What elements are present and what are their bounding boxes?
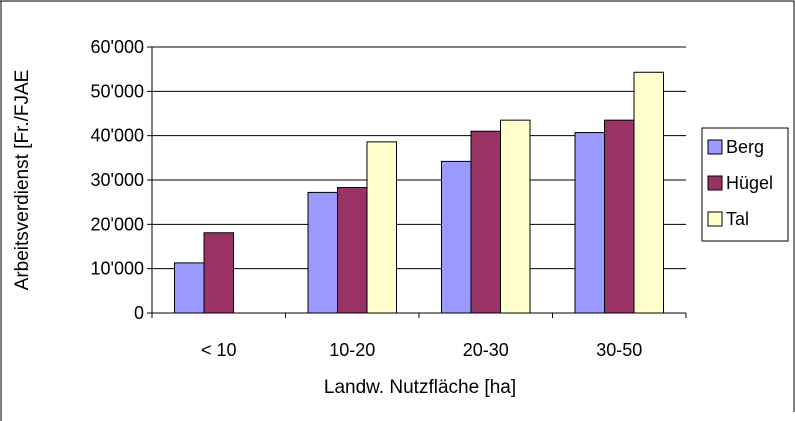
bar-berg-1 xyxy=(307,191,338,314)
legend-label: Berg xyxy=(726,137,764,157)
chart-border xyxy=(0,0,795,412)
bar-h-gel-3 xyxy=(604,119,635,314)
y-tick-label: 30'000 xyxy=(91,170,145,190)
gridlines xyxy=(152,46,686,270)
x-tick-label: 10-20 xyxy=(329,340,375,360)
bar-h-gel-2 xyxy=(470,130,501,314)
y-tick-label: 50'000 xyxy=(91,81,145,101)
y-tick-label: 10'000 xyxy=(91,259,145,279)
y-axis-label: Arbeitsverdienst [Fr./FJAE xyxy=(12,70,33,291)
bar-tal-3 xyxy=(633,71,664,314)
bar-berg-3 xyxy=(574,132,605,314)
bars xyxy=(174,71,664,314)
legend-label: Tal xyxy=(726,209,749,229)
legend-swatch-berg xyxy=(707,139,723,155)
y-tick-label: 0 xyxy=(134,303,144,323)
legend-label: Hügel xyxy=(726,173,773,193)
bar-h-gel-0 xyxy=(203,232,234,314)
bar-tal-1 xyxy=(366,141,397,314)
x-tick-label: 30-50 xyxy=(596,340,642,360)
legend-swatch-h-gel xyxy=(707,175,723,191)
x-tick-label: 20-30 xyxy=(463,340,509,360)
bar-h-gel-1 xyxy=(337,187,368,314)
legend: Berg Hügel Tal xyxy=(701,127,789,242)
bar-berg-2 xyxy=(441,160,472,314)
y-tick-label: 20'000 xyxy=(91,214,145,234)
x-tick-label: < 10 xyxy=(201,340,237,360)
legend-swatch-tal xyxy=(707,211,723,227)
bar-berg-0 xyxy=(174,262,205,314)
x-axis-label: Landw. Nutzfläche [ha] xyxy=(324,377,516,398)
y-tick-label: 60'000 xyxy=(91,37,145,57)
axes xyxy=(147,46,687,318)
y-tick-labels: 0 10'000 20'000 30'000 40'000 50'000 60'000 xyxy=(91,37,145,323)
plot-area: 0 10'000 20'000 30'000 40'000 50'000 60'000 < … xyxy=(91,37,687,360)
y-tick-label: 40'000 xyxy=(91,126,145,146)
bar-tal-2 xyxy=(500,119,531,314)
x-tick-labels: < 10 10-20 20-30 30-50 xyxy=(201,340,642,360)
